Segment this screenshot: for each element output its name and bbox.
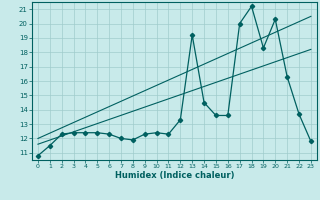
X-axis label: Humidex (Indice chaleur): Humidex (Indice chaleur)	[115, 171, 234, 180]
